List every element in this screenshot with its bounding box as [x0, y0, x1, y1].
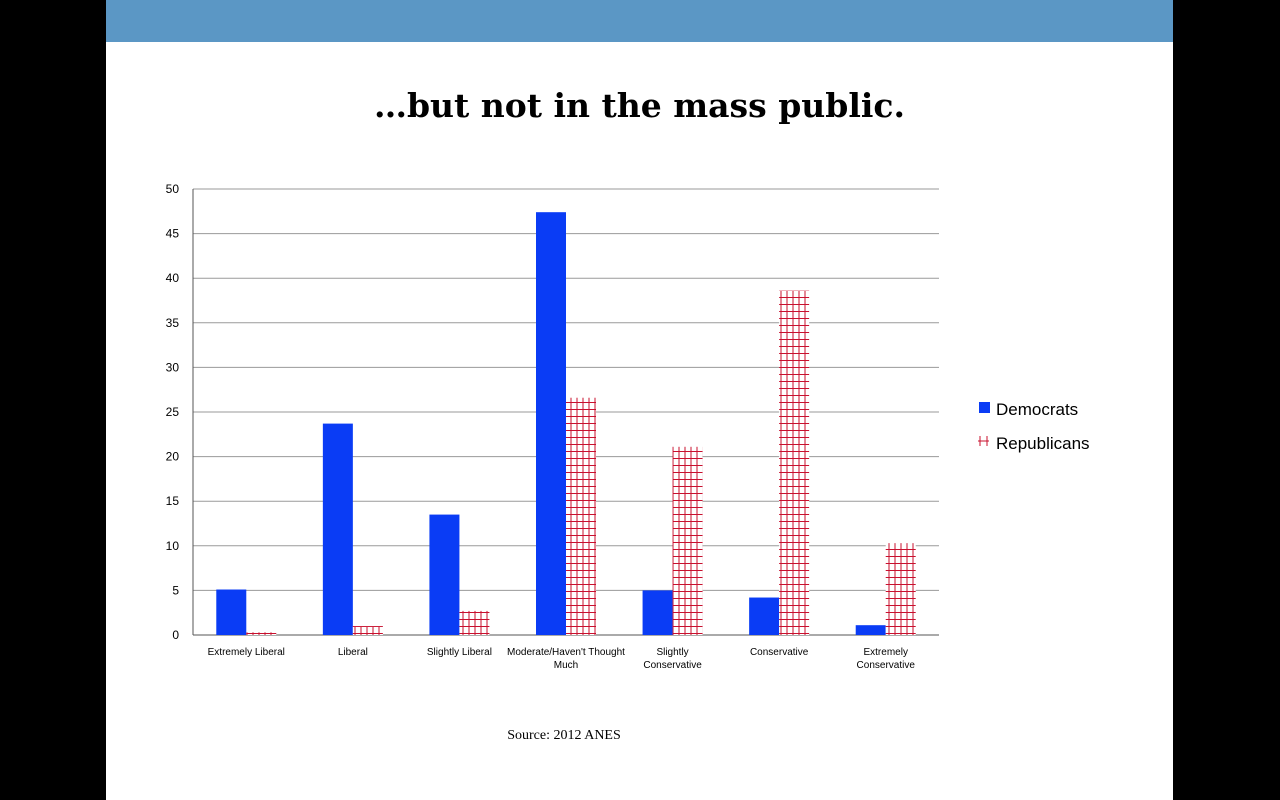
source-note: Source: 2012 ANES	[507, 728, 621, 743]
bar-democrats-0	[216, 589, 247, 635]
x-category-label: Slightly Conservative	[643, 647, 702, 671]
y-tick-label: 40	[166, 271, 180, 285]
bar-republicans-6	[885, 543, 916, 635]
y-tick-label: 25	[166, 405, 180, 419]
y-tick-label: 5	[172, 583, 179, 597]
x-category-label: Slightly Liberal	[427, 647, 492, 658]
legend-label-democrats: Democrats	[996, 400, 1078, 419]
bar-democrats-4	[642, 590, 673, 635]
bar-republicans-2	[459, 610, 490, 635]
slide-title: …but not in the mass public.	[373, 86, 905, 125]
bar-democrats-1	[322, 423, 353, 635]
bar-democrats-5	[749, 597, 780, 635]
bars	[216, 212, 916, 635]
y-axis-ticks: 0 5 10 15 20 25 30 35 40 45 50	[166, 182, 180, 642]
legend-swatch-democrats	[979, 402, 990, 413]
bar-republicans-0	[246, 632, 277, 635]
bar-democrats-3	[536, 212, 566, 635]
bar-republicans-5	[779, 290, 810, 635]
x-category-label: Liberal	[338, 647, 368, 658]
bar-chart: 0 5 10 15 20 25 30 35 40 45 50 Extremely Liberal Li…	[166, 182, 1090, 671]
y-tick-label: 30	[166, 360, 180, 374]
bar-democrats-6	[855, 625, 886, 635]
x-axis-categories: Extremely Liberal Liberal Slightly Liberal…	[208, 647, 916, 671]
top-accent-bar	[106, 0, 1173, 42]
y-tick-label: 10	[166, 539, 180, 553]
y-tick-label: 0	[172, 628, 179, 642]
y-tick-label: 15	[166, 494, 180, 508]
y-tick-label: 50	[166, 182, 180, 196]
bar-republicans-4	[672, 446, 703, 635]
x-category-label: Extremely Conservative	[857, 647, 916, 671]
bar-republicans-1	[352, 626, 383, 635]
slide: …but not in the mass public. 0 5 10 15 20 25 3…	[106, 0, 1173, 800]
y-tick-label: 45	[166, 227, 180, 241]
bar-democrats-2	[429, 514, 460, 635]
bar-republicans-3	[566, 397, 596, 635]
x-category-label: Moderate/Haven't Thought Much	[507, 647, 625, 671]
y-tick-label: 20	[166, 450, 180, 464]
legend: Democrats Republicans	[978, 400, 1090, 453]
x-category-label: Conservative	[750, 647, 809, 658]
legend-label-republicans: Republicans	[996, 434, 1090, 453]
y-tick-label: 35	[166, 316, 180, 330]
x-category-label: Extremely Liberal	[208, 647, 285, 658]
